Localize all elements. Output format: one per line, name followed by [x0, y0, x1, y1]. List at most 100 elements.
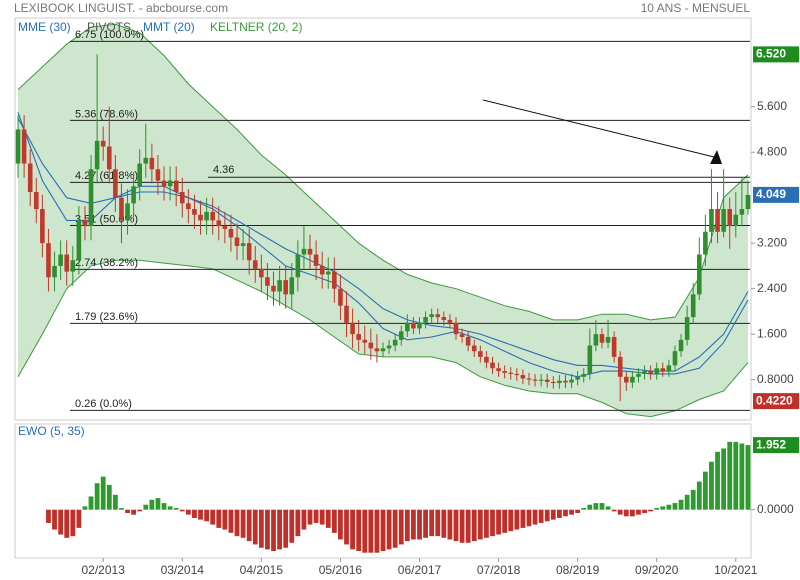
ewo-bar — [350, 509, 355, 550]
candle-body — [137, 163, 142, 187]
candle-body — [186, 203, 191, 210]
candle-body — [739, 209, 745, 215]
pivot-label: 0.26 (0.0%) — [75, 398, 132, 410]
candle-body — [435, 314, 441, 318]
candle-body — [484, 356, 489, 363]
ewo-bar — [331, 509, 337, 533]
ewo-bar — [125, 509, 130, 514]
pivot-label: 1.79 (23.6%) — [75, 311, 138, 323]
ewo-bar — [587, 504, 593, 510]
ewo-bar — [283, 509, 289, 548]
candle-body — [246, 243, 252, 261]
ewo-bar — [228, 509, 234, 533]
legend-entry: KELTNER (20, 2) — [210, 20, 302, 34]
candle-body — [672, 351, 678, 366]
ewo-panel — [14, 423, 752, 559]
x-tick-label: 10/2021 — [714, 563, 758, 577]
candle-body — [76, 220, 82, 261]
ewo-bar — [690, 489, 696, 510]
y-tick-label: 0.8000 — [757, 372, 794, 386]
arrow-head — [710, 150, 722, 164]
candle-body — [502, 371, 507, 373]
ewo-bar — [149, 499, 155, 510]
x-tick-label: 06/2017 — [398, 563, 442, 577]
ewo-bar — [210, 509, 216, 525]
ewo-bar — [88, 496, 94, 510]
ewo-bar — [490, 509, 495, 537]
ewo-bar — [52, 509, 57, 530]
ewo-bar — [137, 509, 143, 512]
candle-body — [228, 228, 234, 238]
ewo-bar — [556, 509, 562, 518]
ewo-bar — [660, 506, 666, 510]
legend-entry: MMT (20) — [143, 20, 195, 34]
y-tick-label: 2.400 — [757, 281, 787, 295]
ewo-bar — [611, 509, 617, 512]
candle-body — [459, 334, 465, 337]
ewo-bar — [82, 506, 88, 510]
keltner-area — [18, 24, 748, 417]
ewo-bar — [435, 509, 441, 537]
ewo-bar — [702, 471, 708, 510]
ewo-bar — [143, 504, 149, 510]
ewo-bar — [532, 509, 538, 525]
candle-body — [587, 345, 593, 374]
candle-body — [654, 368, 660, 374]
period: 10 ANS - MENSUEL — [641, 1, 751, 15]
keltner-upper — [17, 23, 749, 321]
candle-body — [745, 194, 751, 210]
candle-body — [411, 322, 416, 329]
candle-body — [277, 280, 282, 292]
x-tick-label: 07/2018 — [477, 563, 521, 577]
ewo-bar — [727, 441, 733, 510]
candle-body — [666, 365, 672, 372]
ewo-bar — [733, 441, 739, 510]
y-tick-label: 3.200 — [757, 235, 787, 249]
pivot-label: 6.75 (100.0%) — [75, 29, 144, 41]
candle-body — [344, 305, 349, 323]
ewo-bar — [58, 509, 64, 535]
ewo-bar — [672, 503, 678, 510]
main-panel — [14, 17, 752, 421]
ewo-bar — [277, 509, 282, 550]
candle-body — [307, 248, 313, 255]
candle-body — [423, 317, 428, 323]
candle-body — [52, 265, 57, 278]
x-tick-label: 04/2015 — [240, 563, 284, 577]
candle-body — [642, 371, 647, 374]
candle-body — [471, 345, 477, 352]
ewo-bar — [538, 509, 544, 523]
ewo-bar — [453, 509, 459, 542]
candle-body — [301, 248, 307, 255]
ewo-bar — [106, 484, 112, 510]
keltner-lower — [17, 259, 749, 418]
candle-body — [289, 277, 295, 295]
ewo-bar — [550, 509, 556, 520]
ewo-bar — [471, 509, 477, 542]
ewo-bar — [295, 509, 301, 537]
ewo-bar — [569, 509, 574, 515]
candle-body — [216, 220, 222, 227]
ewo-bar — [131, 509, 137, 515]
price-marker-label: 6.520 — [756, 47, 786, 61]
ewo-title: EWO (5, 35) — [18, 424, 85, 438]
page-title: LEXIBOOK LINGUIST. - abcbourse.com — [14, 1, 228, 15]
ewo-bar — [313, 509, 319, 523]
candle-body — [581, 373, 587, 377]
ewo-bar — [301, 509, 307, 530]
candle-body — [733, 214, 739, 227]
candle-body — [82, 220, 88, 227]
ewo-bar — [64, 509, 70, 538]
candle-body — [630, 376, 635, 383]
ewo-bar — [696, 481, 702, 510]
candle-body — [593, 334, 599, 346]
candle-body — [356, 334, 361, 340]
candle-body — [599, 334, 605, 343]
ewo-bar — [484, 509, 489, 538]
candle-body — [64, 254, 70, 272]
ewo-bar — [429, 509, 435, 537]
candle-body — [338, 288, 343, 306]
ewo-bar — [739, 443, 745, 510]
